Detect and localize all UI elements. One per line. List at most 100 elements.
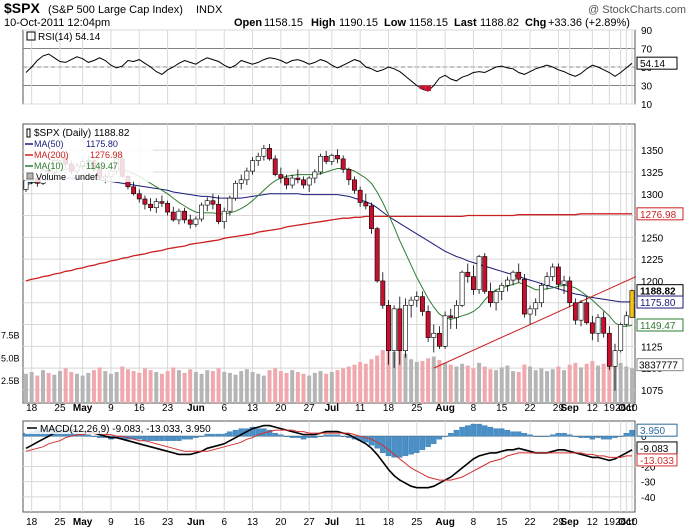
candle-body <box>465 271 471 277</box>
volume-bar <box>210 371 215 403</box>
candle-body <box>170 211 176 221</box>
candle-body <box>516 271 522 280</box>
macd-tick-label: -40 <box>641 493 656 504</box>
volume-bar <box>335 370 340 403</box>
candle-body <box>510 271 516 281</box>
macd-histogram-bar <box>198 436 205 437</box>
price-tag-box <box>636 318 684 332</box>
macd-tag-box <box>636 453 678 467</box>
volume-bar <box>392 351 397 403</box>
volume-bar <box>454 366 459 403</box>
volume-bar <box>193 371 198 403</box>
macd-histogram-bar <box>408 436 414 455</box>
macd-histogram-bar <box>323 434 329 437</box>
volume-bar <box>261 375 266 403</box>
volume-tick-label: 2.5B <box>1 376 20 386</box>
macd-title-text: MACD(12,26,9) -9.083, -13.033, 3.950 <box>40 424 211 435</box>
candle-body <box>578 302 584 321</box>
macd-histogram-bar <box>249 426 256 437</box>
candle-body <box>544 276 550 286</box>
price-tag-label: 1188.82 <box>640 287 676 298</box>
macd-histogram-bar <box>147 436 154 441</box>
price-tick-label: 1250 <box>641 233 664 244</box>
macd-histogram-bar <box>567 434 573 437</box>
volume-bar <box>414 361 419 403</box>
volume-bar <box>511 371 516 403</box>
macd-histogram-bar <box>159 436 165 441</box>
last-value: 1188.82 <box>480 17 519 29</box>
volume-bar <box>437 360 442 403</box>
macd-line <box>25 424 633 489</box>
macd-histogram-bar <box>538 436 545 437</box>
volume-tick-label: 7.5B <box>1 331 20 341</box>
chg-value: +33.36 (+2.89%) <box>548 17 630 29</box>
high-label: High <box>311 17 336 29</box>
macd-histogram-bar <box>278 434 284 437</box>
macd-tick-label: -30 <box>641 478 656 489</box>
volume-bar <box>352 364 357 403</box>
legend-ma200-value: 1276.98 <box>90 150 123 160</box>
macd-tag-label: -13.033 <box>640 456 674 467</box>
volume-bar <box>35 375 40 403</box>
x-axis-tick-label: 29 <box>553 403 565 414</box>
x-axis-tick-label: Sep <box>561 517 579 528</box>
volume-bar <box>125 369 130 403</box>
volume-bar <box>618 362 623 403</box>
volume-bar <box>562 370 567 403</box>
candle-body <box>567 280 573 304</box>
legend-ma50-name: MA(50) <box>34 139 64 149</box>
candle-body <box>261 148 267 157</box>
macd-histogram-bar <box>346 436 352 438</box>
candle-body <box>499 284 505 292</box>
volume-bar <box>375 355 380 403</box>
candle-body <box>318 155 323 173</box>
volume-bar <box>205 370 210 403</box>
x-axis-tick-label: 15 <box>496 517 508 528</box>
candle-body <box>538 284 544 304</box>
macd-histogram-bar <box>419 436 426 450</box>
volume-bar <box>494 370 499 403</box>
x-axis-tick-label: 13 <box>247 517 259 528</box>
volume-bar <box>471 368 476 403</box>
index-name: (S&P 500 Large Cap Index) <box>48 4 183 16</box>
volume-tick-label: 5.0B <box>1 353 20 363</box>
macd-title-bg <box>25 423 225 434</box>
volume-bar <box>250 371 255 403</box>
x-axis-tick-label: 29 <box>553 517 565 528</box>
price-tag-box <box>636 207 684 221</box>
macd-histogram-bar <box>312 436 318 438</box>
macd-histogram-bar <box>493 428 499 437</box>
price-tag-label: 1276.98 <box>640 210 677 221</box>
candle-body <box>312 171 318 179</box>
candle-body <box>555 266 561 285</box>
ma-line-ma200 <box>25 213 632 282</box>
candle-body <box>420 296 425 312</box>
volume-bar <box>290 370 295 403</box>
high-value: 1190.15 <box>339 17 378 29</box>
volume-bar <box>539 368 544 403</box>
rsi-legend-box <box>26 31 36 41</box>
x-axis-tick-label: 11 <box>355 517 366 528</box>
volume-bar <box>97 367 102 403</box>
macd-histogram-bar <box>436 436 443 440</box>
candle-body <box>589 322 595 334</box>
x-axis-tick-label: 18 <box>26 403 38 414</box>
x-axis-tick-label: 16 <box>134 517 146 528</box>
volume-bar <box>556 366 561 403</box>
macd-histogram-bar <box>300 436 307 440</box>
macd-histogram-bar <box>629 429 635 437</box>
macd-histogram-bar <box>527 434 533 437</box>
x-axis-tick-label: 9 <box>108 403 114 414</box>
macd-histogram-bar <box>170 436 176 441</box>
macd-histogram-bar <box>187 436 193 440</box>
candle-body <box>131 186 137 195</box>
candle-body <box>142 198 148 205</box>
macd-tag-label: 3.950 <box>640 426 665 437</box>
volume-bar <box>590 361 595 403</box>
macd-histogram-bar <box>164 436 171 441</box>
macd-histogram-bar <box>340 436 346 437</box>
exchange: INDX <box>196 4 223 16</box>
macd-histogram-bar <box>181 436 188 440</box>
macd-histogram-bar <box>414 436 420 453</box>
macd-histogram-bar <box>176 436 182 441</box>
